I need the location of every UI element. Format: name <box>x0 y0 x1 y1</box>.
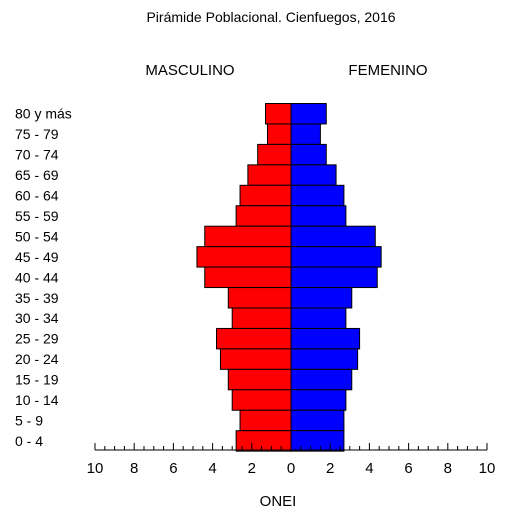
category-label: 50 - 54 <box>15 228 59 244</box>
bar-femenino <box>290 430 345 452</box>
left-series-label: MASCULINO <box>145 62 234 79</box>
x-tick-label: 4 <box>208 460 216 477</box>
x-tick-label: 4 <box>365 460 373 477</box>
bar-femenino <box>290 123 321 145</box>
bar-masculino <box>196 246 292 268</box>
bar-masculino <box>257 143 292 166</box>
bar-masculino <box>204 225 292 248</box>
bar-masculino <box>239 409 292 432</box>
category-label: 40 - 44 <box>15 269 59 285</box>
x-tick-label: 8 <box>130 460 138 477</box>
bar-femenino <box>290 307 347 329</box>
category-label: 35 - 39 <box>15 290 59 306</box>
bar-femenino <box>290 103 327 125</box>
bar-femenino <box>290 205 347 227</box>
bar-femenino <box>290 389 347 411</box>
chart-title: Pirámide Poblacional. Cienfuegos, 2016 <box>146 9 395 25</box>
x-tick-label: 10 <box>87 460 104 477</box>
bar-masculino <box>266 123 292 145</box>
category-label: 70 - 74 <box>15 147 59 163</box>
bar-femenino <box>290 409 345 432</box>
category-label: 25 - 29 <box>15 331 59 347</box>
bar-femenino <box>290 164 337 186</box>
bar-masculino <box>265 103 292 125</box>
bar-femenino <box>290 143 327 166</box>
bar-masculino <box>216 327 292 350</box>
category-label: 45 - 49 <box>15 249 59 265</box>
category-label: 5 - 9 <box>15 412 43 428</box>
right-series-label: FEMENINO <box>348 62 427 79</box>
category-labels: 80 y más 75 - 79 70 - 74 65 - 69 60 - 64 55 -… <box>15 106 72 449</box>
bar-masculino <box>231 307 292 329</box>
x-axis-label: ONEI <box>260 493 297 510</box>
bar-femenino <box>290 184 345 207</box>
bar-masculino <box>235 430 292 452</box>
x-tick-label: 6 <box>404 460 412 477</box>
x-tick-label: 0 <box>287 460 295 477</box>
bar-femenino <box>290 327 361 350</box>
bar-masculino <box>247 164 292 186</box>
x-axis: 10 8 6 4 2 0 2 4 6 8 10 <box>87 443 496 477</box>
bar-femenino <box>290 266 378 289</box>
x-tick-label: 2 <box>326 460 334 477</box>
bar-femenino <box>290 225 376 248</box>
bar-femenino <box>290 368 353 391</box>
category-label: 60 - 64 <box>15 188 59 204</box>
category-label: 30 - 34 <box>15 310 59 326</box>
category-label: 55 - 59 <box>15 208 59 224</box>
bar-femenino <box>290 246 382 268</box>
category-label: 75 - 79 <box>15 126 59 142</box>
bar-masculino <box>235 205 292 227</box>
bar-femenino <box>290 287 353 309</box>
category-label: 15 - 19 <box>15 372 59 388</box>
bar-masculino <box>204 266 292 289</box>
bar-masculino <box>227 368 292 391</box>
x-tick-label: 2 <box>248 460 256 477</box>
category-label: 80 y más <box>15 106 72 122</box>
bar-femenino <box>290 348 359 370</box>
category-label: 10 - 14 <box>15 392 59 408</box>
x-tick-label: 6 <box>169 460 177 477</box>
x-tick-label: 8 <box>444 460 452 477</box>
category-label: 20 - 24 <box>15 351 59 367</box>
bar-masculino <box>227 287 292 309</box>
bars-group <box>196 103 382 452</box>
bar-masculino <box>239 184 292 207</box>
category-label: 65 - 69 <box>15 167 59 183</box>
bar-masculino <box>231 389 292 411</box>
bar-masculino <box>219 348 292 370</box>
x-tick-label: 10 <box>479 460 496 477</box>
category-label: 0 - 4 <box>15 433 43 449</box>
